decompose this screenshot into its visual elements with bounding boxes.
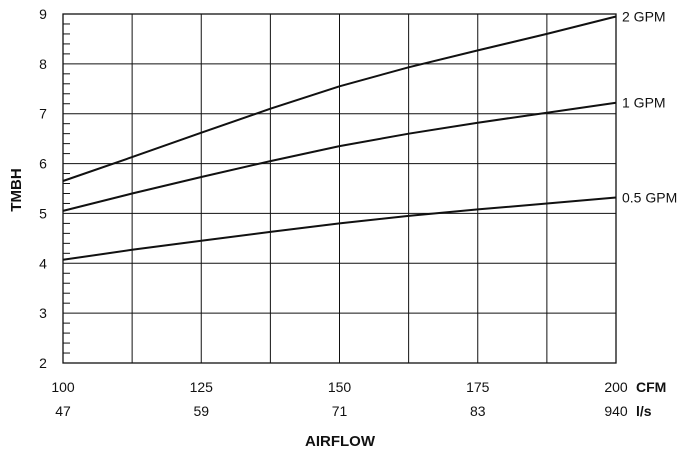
series-label: 0.5 GPM: [622, 189, 677, 205]
y-tick-label: 7: [39, 106, 47, 122]
x-tick-label-ls: 71: [332, 403, 348, 419]
plot-frame: [62, 13, 617, 364]
x-unit-primary: CFM: [636, 379, 666, 395]
series-line: [62, 15, 617, 182]
series-line: [62, 101, 617, 212]
x-tick-label-cfm: 175: [466, 379, 490, 395]
x-tick-label-ls: 83: [470, 403, 486, 419]
y-tick-label: 3: [39, 305, 47, 321]
x-tick-label-ls: 940: [604, 403, 628, 419]
x-unit-secondary: l/s: [636, 403, 652, 419]
series-line: [62, 196, 617, 261]
y-tick-labels: 2 3 4 5 6 7 8 9: [39, 6, 47, 371]
y-tick-label: 6: [39, 156, 47, 172]
y-tick-label: 5: [39, 205, 47, 221]
y-tick-label: 8: [39, 56, 47, 72]
y-tick-label: 9: [39, 6, 47, 22]
x-tick-label-cfm: 100: [51, 379, 75, 395]
y-tick-label: 2: [39, 355, 47, 371]
series-label: 2 GPM: [622, 8, 666, 24]
x-tick-label-ls: 47: [55, 403, 71, 419]
x-tick-label-ls: 59: [193, 403, 209, 419]
grid: [63, 14, 616, 363]
y-axis-title: TMBH: [8, 168, 25, 211]
series-labels: 2 GPM 1 GPM 0.5 GPM: [622, 8, 677, 205]
x-tick-label-cfm: 150: [328, 379, 352, 395]
y-minor-ticks: [63, 23, 70, 354]
x-axis-title: AIRFLOW: [305, 433, 376, 450]
x-tick-label-cfm: 200: [604, 379, 628, 395]
x-tick-label-cfm: 125: [190, 379, 214, 395]
y-tick-label: 4: [39, 255, 47, 271]
series-label: 1 GPM: [622, 95, 666, 111]
series-lines: [62, 15, 617, 261]
x-tick-labels: 100 47 125 59 150 71 175 83 200 940: [51, 379, 628, 419]
